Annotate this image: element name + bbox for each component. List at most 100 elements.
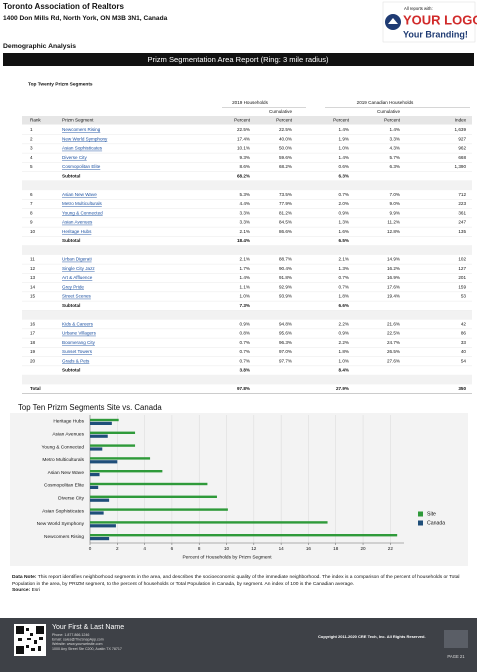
- table-cell: 201: [458, 275, 466, 280]
- bar: [90, 447, 103, 451]
- table-cell: 5.3%: [240, 192, 250, 197]
- table-cell: 17: [30, 331, 36, 336]
- table-cell: 8.6%: [240, 164, 250, 169]
- bar: [90, 524, 116, 528]
- table-cell: 712: [458, 192, 466, 197]
- table-cell: 0.7%: [339, 284, 349, 289]
- bar: [90, 482, 208, 486]
- table-cell: 86: [461, 331, 467, 336]
- table-cell: 135: [458, 229, 466, 234]
- bar: [90, 498, 110, 502]
- logo-tagline: All reports with:: [404, 6, 433, 11]
- table-cell: 1.3%: [339, 266, 349, 271]
- table-cell: 6: [30, 192, 33, 197]
- column-header: Percent: [276, 118, 293, 123]
- table-cell: 2.2%: [339, 340, 349, 345]
- table-cell: 1.4%: [339, 155, 349, 160]
- bar: [90, 418, 119, 422]
- table-cell: 0.7%: [339, 275, 349, 280]
- table-cell: 22.5%: [279, 127, 292, 132]
- table-cell: 7: [30, 201, 33, 206]
- table-cell: 0.7%: [240, 358, 250, 363]
- y-tick-label: Asian New Wave: [48, 470, 85, 476]
- table-cell: 50.0%: [279, 146, 292, 151]
- contact-line: Email: sales@TheSnapApp.com: [52, 638, 104, 642]
- x-tick-label: 10: [224, 546, 230, 551]
- table-cell: 59.6%: [279, 155, 292, 160]
- note-text: This report identifies neighborhood segm…: [12, 575, 460, 587]
- segment-name: Single City Jazz: [62, 266, 95, 271]
- table-cell: 68.2%: [279, 164, 292, 169]
- table-cell: 22.5%: [387, 331, 400, 336]
- x-axis-label: Percent of Households by Prizm Segment: [182, 554, 272, 560]
- copyright: Copyright 2011-2020 CRE Tech, Inc. All R…: [318, 634, 426, 639]
- x-tick-label: 14: [279, 546, 285, 551]
- table-cell: 0.7%: [240, 349, 250, 354]
- table-cell: 10: [30, 229, 36, 234]
- segment-name: Metro Multiculturals: [62, 201, 103, 206]
- group-header: 2019 Households: [232, 100, 268, 105]
- chart-title: Top Ten Prizm Segments Site vs. Canada: [18, 403, 162, 412]
- table-cell: 9.9%: [390, 210, 400, 215]
- table-cell: 0.6%: [339, 164, 349, 169]
- table-cell: 92.9%: [279, 284, 292, 289]
- segment-name: Newcomers Rising: [62, 127, 101, 132]
- table-cell: 19.4%: [387, 294, 400, 299]
- subtotal-cell: 68.2%: [237, 173, 250, 178]
- subtotal-label: Subtotal: [62, 238, 80, 243]
- table-cell: 16.2%: [387, 266, 400, 271]
- table-cell: 1,639: [455, 127, 467, 132]
- table-cell: 4: [30, 155, 33, 160]
- table-cell: 93.9%: [279, 294, 292, 299]
- data-note: Data Note: This report identifies neighb…: [12, 575, 467, 595]
- table-cell: 96.3%: [279, 340, 292, 345]
- segment-name: Kids & Careers: [62, 321, 94, 326]
- segment-name: Art & Affluence: [62, 275, 93, 280]
- subtotal-cell: 6.5%: [339, 238, 349, 243]
- legend-label: Canada: [427, 520, 445, 526]
- table-cell: 1.8%: [339, 294, 349, 299]
- subtotal-label: Subtotal: [62, 368, 80, 373]
- table-cell: 1,390: [455, 164, 467, 169]
- y-tick-label: Heritage Hubs: [53, 419, 84, 425]
- table-cell: 0.9%: [339, 210, 349, 215]
- spacer-band: [22, 245, 472, 255]
- table-cell: 17.4%: [237, 136, 250, 141]
- table-cell: 97.0%: [279, 349, 292, 354]
- table-cell: 94.8%: [279, 321, 292, 326]
- cumulative-header: Cumulative: [269, 109, 292, 114]
- y-tick-label: Cosmopolitan Elite: [44, 483, 84, 489]
- report-title: Prizm Segmentation Area Report (Ring: 3 …: [147, 55, 329, 64]
- table-cell: 4.4%: [240, 201, 250, 206]
- table-cell: 54: [461, 358, 467, 363]
- bar: [90, 508, 228, 511]
- table-cell: 22.5%: [237, 127, 250, 132]
- x-tick-label: 8: [198, 546, 201, 551]
- spacer-band: [22, 310, 472, 320]
- column-header: Percent: [384, 118, 401, 123]
- table-cell: 86.6%: [279, 229, 292, 234]
- spacer-band: [22, 375, 472, 385]
- bar: [90, 485, 99, 489]
- bar: [90, 534, 398, 537]
- table-cell: 20: [30, 358, 36, 363]
- footer-band: [0, 618, 477, 672]
- chart-background: [10, 413, 468, 566]
- table-cell: 1.0%: [339, 358, 349, 363]
- table-cell: 7.0%: [390, 192, 400, 197]
- column-header: Prizm Segment: [62, 118, 94, 123]
- table-cell: 17.6%: [387, 284, 400, 289]
- legend-swatch: [418, 520, 423, 526]
- y-tick-label: Young & Connected: [42, 444, 85, 450]
- table-cell: 668: [458, 155, 466, 160]
- table-cell: 1.4%: [339, 127, 349, 132]
- segment-name: Grads & Pets: [62, 358, 90, 363]
- table-cell: 12.8%: [387, 229, 400, 234]
- table-cell: 97.7%: [279, 358, 292, 363]
- segment-name: Young & Connected: [62, 210, 103, 215]
- footer-logo: [444, 630, 468, 648]
- y-tick-label: New World Symphony: [37, 521, 85, 527]
- table-cell: 9.3%: [240, 155, 250, 160]
